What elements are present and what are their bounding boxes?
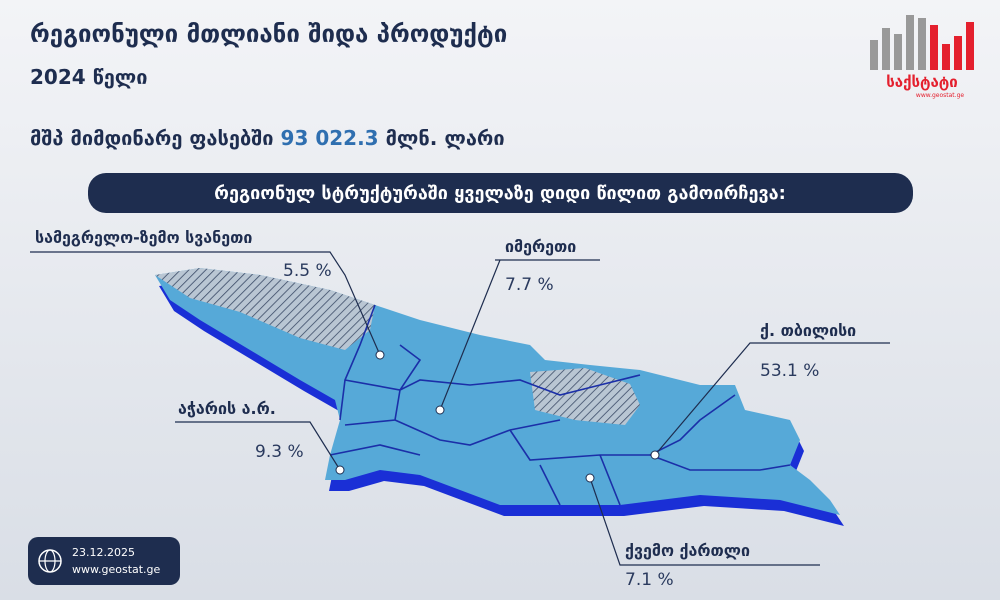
footer-url: www.geostat.ge: [72, 563, 161, 576]
region-label: აჭარის ა.რ.: [178, 399, 276, 418]
region-value: 5.5 %: [283, 261, 332, 281]
banner-bg: [88, 173, 913, 213]
region-label: ქვემო ქართლი: [625, 541, 750, 560]
region-value: 7.1 %: [625, 570, 674, 590]
footer-date: 23.12.2025: [72, 546, 135, 559]
logo-name: საქსტატი: [886, 73, 958, 91]
logo-url: www.geostat.ge: [916, 92, 964, 99]
region-value: 7.7 %: [505, 275, 554, 295]
total-value: 93 022.3: [281, 126, 379, 150]
footer: 23.12.2025 www.geostat.ge: [28, 537, 180, 585]
subtitle: 2024 წელი: [30, 65, 148, 89]
region-label: იმერეთი: [505, 237, 576, 256]
region-value: 9.3 %: [255, 442, 304, 462]
total-unit: მლნ. ლარი: [386, 126, 505, 150]
title: რეგიონული მთლიანი შიდა პროდუქტი: [30, 20, 507, 48]
leaders: [30, 251, 890, 566]
logo: საქსტატი www.geostat.ge: [870, 15, 974, 99]
region-value: 53.1 %: [760, 361, 819, 381]
total-line: მშპ მიმდინარე ფასებში 93 022.3 მლნ. ლარი: [30, 126, 505, 150]
banner: რეგიონულ სტრუქტურაში ყველაზე დიდი წილით …: [214, 183, 786, 204]
region-label: ქ. თბილისი: [760, 321, 856, 340]
map: [155, 268, 844, 526]
total-label: მშპ მიმდინარე ფასებში: [30, 126, 274, 150]
region-label: სამეგრელო-ზემო სვანეთი: [35, 228, 252, 247]
